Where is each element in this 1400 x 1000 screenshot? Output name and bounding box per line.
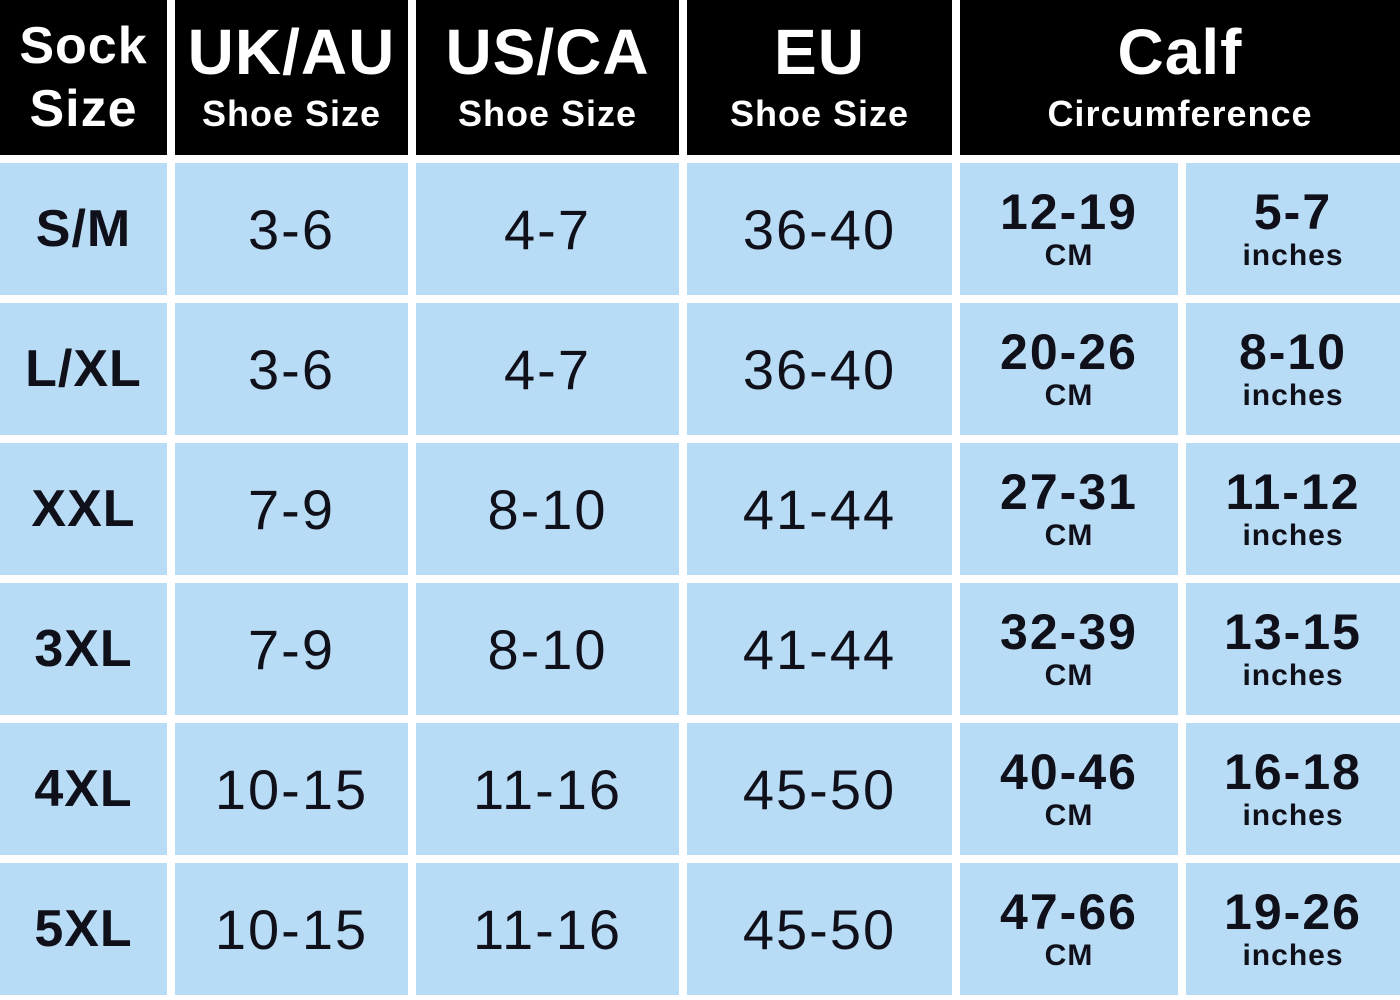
sock-size-cell: 4XL	[0, 723, 167, 855]
eu-cell: 41-44	[687, 443, 952, 575]
calf-cm-cell: 32-39 CM	[960, 583, 1178, 715]
header-cell-us-ca: US/CA Shoe Size	[416, 0, 679, 155]
header-cell-calf: Calf Circumference	[960, 0, 1400, 155]
calf-inches-value: 13-15	[1224, 604, 1362, 661]
cm-unit-label: CM	[1044, 238, 1094, 272]
header-cell-eu: EU Shoe Size	[687, 0, 952, 155]
header-calf-title: Calf	[1117, 16, 1243, 89]
calf-inches-value: 16-18	[1224, 744, 1362, 801]
uk-au-cell: 10-15	[175, 863, 408, 995]
calf-inches-cell: 16-18 inches	[1186, 723, 1400, 855]
us-ca-cell: 4-7	[416, 163, 679, 295]
us-ca-cell: 11-16	[416, 863, 679, 995]
calf-inches-value: 5-7	[1253, 184, 1333, 241]
header-calf-subtitle: Circumference	[1047, 92, 1313, 134]
calf-cm-value: 40-46	[1000, 744, 1138, 801]
inches-unit-label: inches	[1242, 938, 1344, 972]
eu-cell: 45-50	[687, 863, 952, 995]
inches-unit-label: inches	[1242, 518, 1344, 552]
uk-au-cell: 3-6	[175, 303, 408, 435]
header-sock-line1: Sock	[19, 17, 148, 76]
eu-cell: 36-40	[687, 163, 952, 295]
sock-size-cell: 3XL	[0, 583, 167, 715]
header-cell-sock-size: Sock Size	[0, 0, 167, 155]
calf-cm-cell: 12-19 CM	[960, 163, 1178, 295]
calf-inches-cell: 8-10 inches	[1186, 303, 1400, 435]
calf-cm-cell: 40-46 CM	[960, 723, 1178, 855]
header-us-ca-subtitle: Shoe Size	[457, 92, 638, 134]
eu-cell: 41-44	[687, 583, 952, 715]
inches-unit-label: inches	[1242, 238, 1344, 272]
eu-cell: 36-40	[687, 303, 952, 435]
calf-inches-value: 19-26	[1224, 884, 1362, 941]
cm-unit-label: CM	[1044, 658, 1094, 692]
inches-unit-label: inches	[1242, 378, 1344, 412]
cm-unit-label: CM	[1044, 518, 1094, 552]
calf-cm-cell: 27-31 CM	[960, 443, 1178, 575]
sock-size-cell: S/M	[0, 163, 167, 295]
calf-inches-cell: 13-15 inches	[1186, 583, 1400, 715]
calf-cm-value: 47-66	[1000, 884, 1138, 941]
us-ca-cell: 8-10	[416, 583, 679, 715]
calf-inches-value: 8-10	[1238, 324, 1348, 381]
header-eu-subtitle: Shoe Size	[729, 92, 910, 134]
inches-unit-label: inches	[1242, 798, 1344, 832]
cm-unit-label: CM	[1044, 938, 1094, 972]
calf-cm-value: 27-31	[1000, 464, 1138, 521]
us-ca-cell: 11-16	[416, 723, 679, 855]
cm-unit-label: CM	[1044, 378, 1094, 412]
calf-inches-cell: 19-26 inches	[1186, 863, 1400, 995]
calf-inches-cell: 5-7 inches	[1186, 163, 1400, 295]
uk-au-cell: 7-9	[175, 443, 408, 575]
us-ca-cell: 8-10	[416, 443, 679, 575]
eu-cell: 45-50	[687, 723, 952, 855]
inches-unit-label: inches	[1242, 658, 1344, 692]
calf-cm-cell: 47-66 CM	[960, 863, 1178, 995]
header-uk-au-title: UK/AU	[187, 16, 396, 89]
sock-size-cell: 5XL	[0, 863, 167, 995]
cm-unit-label: CM	[1044, 798, 1094, 832]
header-sock-line2: Size	[29, 79, 138, 138]
header-cell-uk-au: UK/AU Shoe Size	[175, 0, 408, 155]
calf-cm-cell: 20-26 CM	[960, 303, 1178, 435]
calf-cm-value: 20-26	[1000, 324, 1138, 381]
uk-au-cell: 7-9	[175, 583, 408, 715]
header-eu-title: EU	[774, 16, 865, 89]
header-uk-au-subtitle: Shoe Size	[201, 92, 382, 134]
sock-size-cell: L/XL	[0, 303, 167, 435]
uk-au-cell: 10-15	[175, 723, 408, 855]
calf-cm-value: 32-39	[1000, 604, 1138, 661]
calf-inches-cell: 11-12 inches	[1186, 443, 1400, 575]
us-ca-cell: 4-7	[416, 303, 679, 435]
calf-cm-value: 12-19	[1000, 184, 1138, 241]
uk-au-cell: 3-6	[175, 163, 408, 295]
calf-inches-value: 11-12	[1225, 464, 1361, 521]
header-us-ca-title: US/CA	[445, 16, 650, 89]
sock-size-cell: XXL	[0, 443, 167, 575]
